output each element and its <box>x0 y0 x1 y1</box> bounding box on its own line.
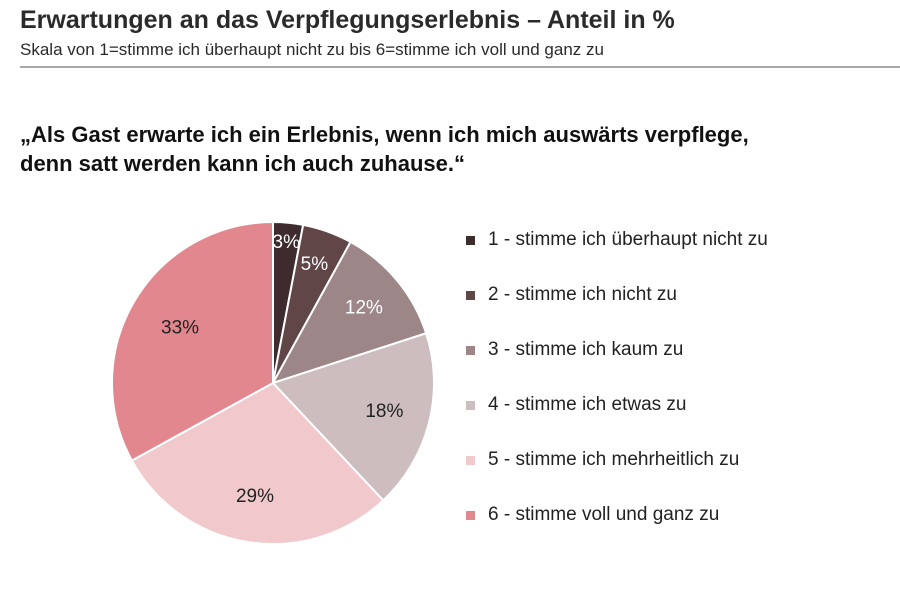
legend-item-3: 3 - stimme ich kaum zu <box>466 339 768 394</box>
legend-label: 4 - stimme ich etwas zu <box>488 394 687 415</box>
legend-item-2: 2 - stimme ich nicht zu <box>466 284 768 339</box>
pie-slice-6 <box>111 220 274 462</box>
legend-swatch <box>466 291 475 300</box>
pie-label-3: 12% <box>345 297 383 318</box>
legend-item-6: 6 - stimme voll und ganz zu <box>466 504 768 559</box>
legend-swatch <box>466 346 475 355</box>
pie-slice-3 <box>270 240 428 385</box>
survey-statement-line-2: denn satt werden kann ich auch zuhause.“ <box>20 151 465 176</box>
header-divider <box>20 66 900 68</box>
pie-label-5: 29% <box>236 486 274 507</box>
legend-swatch <box>466 401 475 410</box>
legend-label: 6 - stimme voll und ganz zu <box>488 504 720 525</box>
legend-swatch <box>466 236 475 245</box>
legend-item-5: 5 - stimme ich mehrheitlich zu <box>466 449 768 504</box>
pie-label-6: 33% <box>161 318 199 339</box>
pie-slice-5 <box>130 381 385 545</box>
pie-slice-4 <box>271 331 435 502</box>
chart-title: Erwartungen an das Verpflegungserlebnis … <box>20 6 675 34</box>
legend-swatch <box>466 456 475 465</box>
pie-label-1: 3% <box>273 232 301 253</box>
legend-swatch <box>466 511 475 520</box>
survey-statement-line-1: „Als Gast erwarte ich ein Erlebnis, wenn… <box>20 122 749 147</box>
survey-statement: „Als Gast erwarte ich ein Erlebnis, wenn… <box>20 120 890 178</box>
legend-item-4: 4 - stimme ich etwas zu <box>466 394 768 449</box>
pie-label-2: 5% <box>301 254 329 275</box>
legend-item-1: 1 - stimme ich überhaupt nicht zu <box>466 229 768 284</box>
pie-label-4: 18% <box>365 401 403 422</box>
legend-label: 3 - stimme ich kaum zu <box>488 339 684 360</box>
pie-data-labels: 3%5% 12% 18% 29% 33% <box>161 232 403 507</box>
chart-legend: 1 - stimme ich überhaupt nicht zu 2 - sti… <box>466 229 768 559</box>
chart-subtitle: Skala von 1=stimme ich überhaupt nicht z… <box>20 40 604 59</box>
legend-label: 1 - stimme ich überhaupt nicht zu <box>488 229 768 250</box>
pie-slices <box>111 220 435 545</box>
legend-label: 5 - stimme ich mehrheitlich zu <box>488 449 740 470</box>
legend-label: 2 - stimme ich nicht zu <box>488 284 677 305</box>
